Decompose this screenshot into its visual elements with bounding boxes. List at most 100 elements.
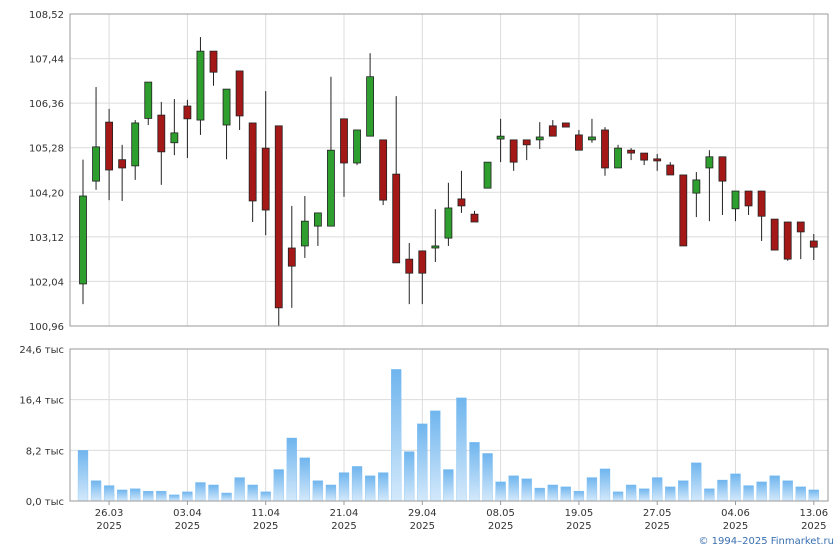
y-tick-label: 108,52 bbox=[29, 10, 64, 21]
x-tick-label-line: 19.05 bbox=[565, 508, 594, 519]
candle-body bbox=[731, 190, 740, 210]
candle-body bbox=[183, 105, 192, 120]
volume-bar bbox=[195, 482, 206, 502]
volume-bar bbox=[782, 480, 793, 502]
volume-bar bbox=[299, 457, 311, 502]
volume-bar bbox=[260, 491, 271, 502]
volume-bar bbox=[234, 477, 245, 502]
candle-body bbox=[653, 158, 662, 162]
volume-bar bbox=[351, 466, 363, 502]
volume-bar bbox=[665, 486, 676, 502]
x-tick-label: 19.05 2025 bbox=[565, 508, 594, 532]
volume-bar bbox=[743, 485, 754, 502]
x-tick-label-line: 2025 bbox=[410, 521, 435, 532]
candle-body bbox=[679, 174, 688, 247]
candle-body bbox=[457, 198, 466, 207]
candle-body bbox=[222, 88, 231, 126]
volume-bar bbox=[430, 410, 441, 502]
volume-bar bbox=[730, 473, 741, 502]
candle-body bbox=[196, 50, 205, 121]
candle-body bbox=[796, 221, 805, 233]
volume-bar bbox=[130, 488, 141, 502]
volume-bar bbox=[312, 480, 324, 502]
candle-body bbox=[601, 129, 609, 169]
candle-body bbox=[170, 132, 179, 144]
volume-bar bbox=[325, 484, 337, 502]
volume-bar bbox=[482, 453, 493, 502]
volume-bar bbox=[612, 491, 624, 502]
candle-body bbox=[418, 250, 427, 274]
volume-bar bbox=[691, 462, 702, 502]
volume-bar bbox=[521, 478, 532, 502]
candle-body bbox=[405, 258, 414, 274]
volume-bar bbox=[586, 477, 598, 502]
candle-body bbox=[79, 195, 87, 285]
x-tick-label: 29.04 2025 bbox=[408, 508, 437, 532]
volume-bar bbox=[156, 490, 167, 502]
candle-body bbox=[379, 139, 388, 201]
candle-body bbox=[274, 125, 283, 309]
x-tick-label-line: 2025 bbox=[488, 521, 513, 532]
volume-bar bbox=[495, 481, 506, 502]
y-tick-label: 105,28 bbox=[29, 144, 64, 155]
x-tick-label-line: 2025 bbox=[253, 521, 278, 532]
x-tick-label-line: 2025 bbox=[566, 521, 591, 532]
candle-body bbox=[144, 81, 153, 119]
candle-body bbox=[313, 212, 322, 227]
candle-body bbox=[353, 129, 361, 164]
candle-body bbox=[470, 213, 479, 223]
y-tick-label: 106,36 bbox=[29, 99, 64, 110]
x-tick-label: 13.06 2025 bbox=[799, 508, 828, 532]
x-tick-label-line: 2025 bbox=[801, 521, 826, 532]
x-tick-label: 04.06 2025 bbox=[721, 508, 750, 532]
candle-body bbox=[327, 149, 335, 227]
volume-bar bbox=[90, 480, 102, 502]
volume-bar bbox=[808, 489, 819, 502]
y-tick-label: 8,2 тыс bbox=[26, 446, 64, 457]
candle-body bbox=[757, 190, 766, 217]
volume-bar bbox=[625, 484, 637, 502]
volume-bar bbox=[169, 494, 180, 502]
candle-body bbox=[431, 245, 440, 249]
volume-bar bbox=[364, 475, 376, 502]
x-tick-label-line: 03.04 bbox=[173, 508, 202, 519]
volume-bar bbox=[103, 485, 115, 502]
x-tick-label-line: 29.04 bbox=[408, 508, 437, 519]
x-tick-label: 21.04 2025 bbox=[330, 508, 359, 532]
candle-body bbox=[300, 220, 309, 247]
volume-bar bbox=[508, 475, 519, 502]
candle-body bbox=[614, 147, 622, 169]
volume-bar bbox=[77, 450, 89, 502]
y-tick-label: 104,20 bbox=[29, 188, 64, 199]
volume-bar bbox=[417, 423, 428, 502]
volume-bar bbox=[456, 397, 467, 502]
volume-bar bbox=[652, 477, 663, 502]
candle-body bbox=[444, 207, 453, 239]
volume-bar bbox=[117, 489, 128, 502]
footer: © 1994–2025 Finmarket.ru bbox=[698, 536, 834, 547]
volume-bar bbox=[678, 480, 689, 502]
candle-body bbox=[509, 139, 518, 163]
volume-bar bbox=[534, 487, 545, 502]
candle-body bbox=[666, 164, 675, 176]
candle-body bbox=[783, 221, 792, 260]
candle-body bbox=[561, 122, 570, 128]
candle-body bbox=[548, 125, 557, 137]
candle-body bbox=[496, 135, 505, 140]
candle-body bbox=[575, 134, 583, 151]
candle-body bbox=[522, 139, 531, 146]
volume-bar bbox=[717, 479, 728, 502]
candle-body bbox=[209, 50, 218, 73]
x-tick-label-line: 2025 bbox=[644, 521, 669, 532]
volume-bar bbox=[547, 484, 558, 502]
volume-bar bbox=[795, 486, 806, 502]
x-tick-label-line: 04.06 bbox=[721, 508, 750, 519]
y-tick-label: 100,96 bbox=[29, 322, 64, 333]
candle-body bbox=[105, 121, 113, 171]
x-tick-label: 03.04 2025 bbox=[173, 508, 202, 532]
x-tick-label-line: 21.04 bbox=[330, 508, 359, 519]
candle-body bbox=[131, 122, 140, 167]
candle-body bbox=[809, 240, 818, 248]
x-tick-label: 11.04 2025 bbox=[251, 508, 280, 532]
